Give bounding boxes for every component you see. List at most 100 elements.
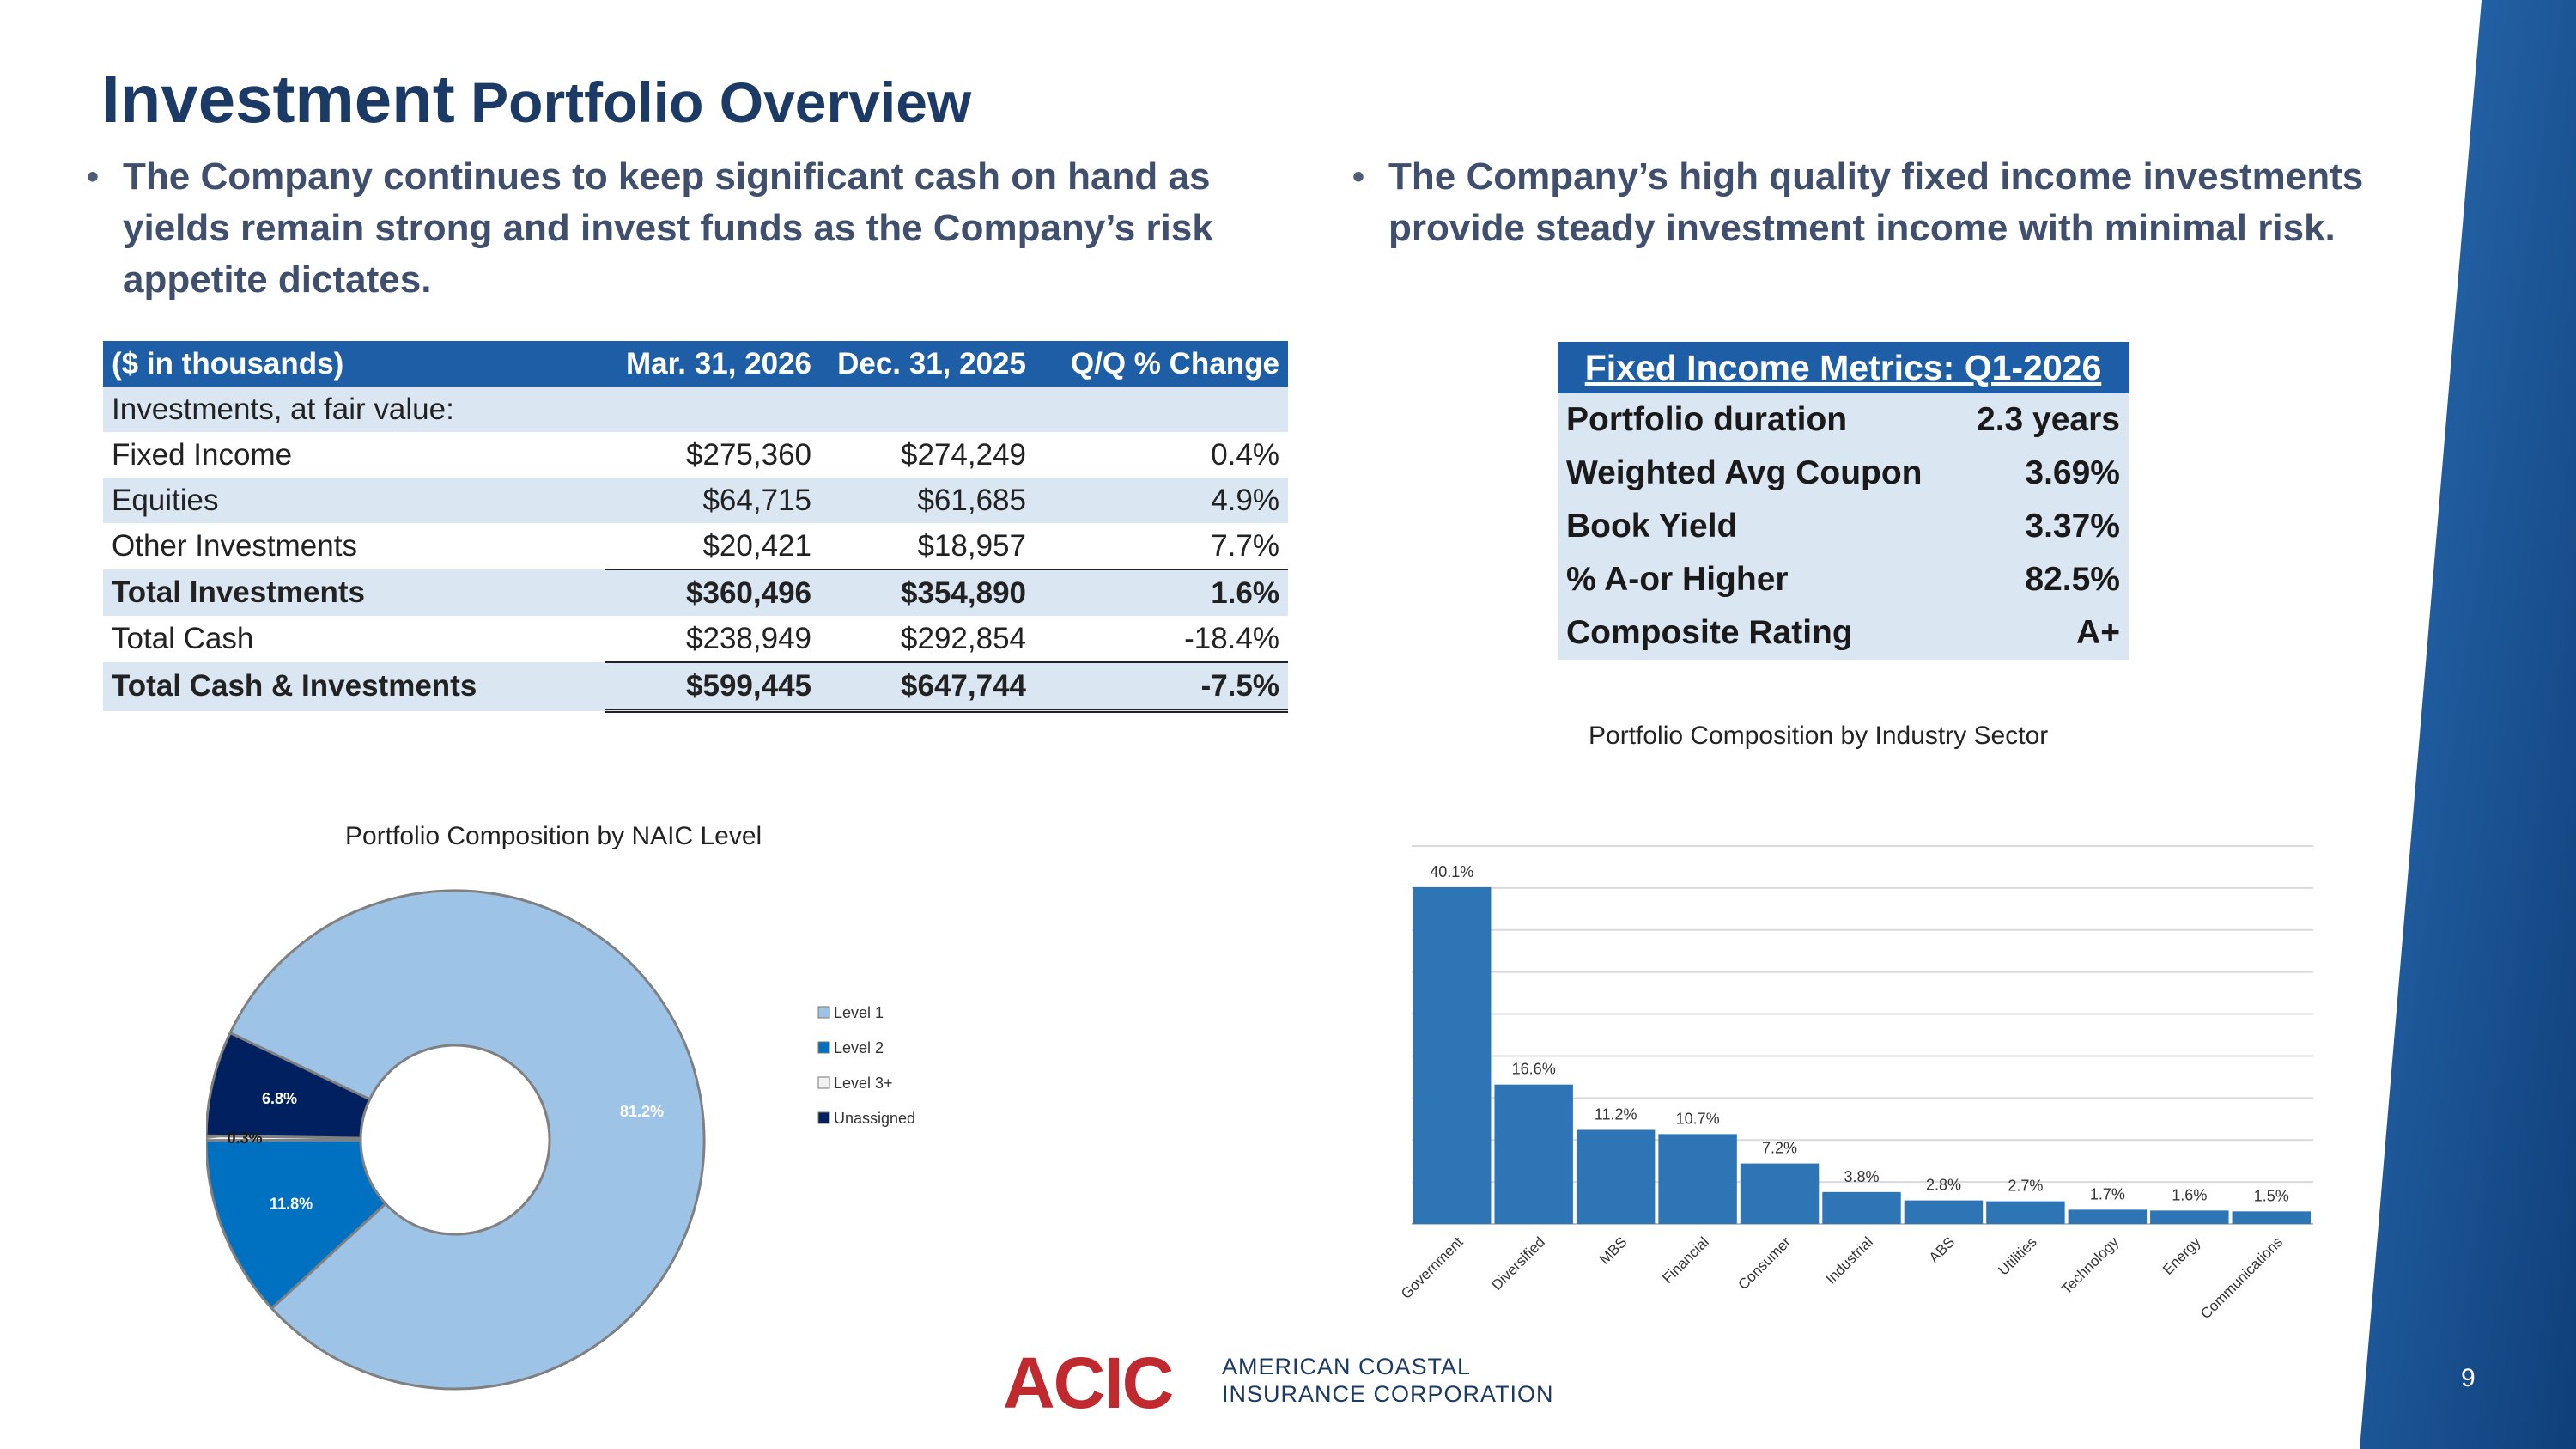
bar-data-label: 11.2%: [1595, 1105, 1637, 1123]
row-dec: $647,744: [820, 661, 1035, 713]
company-name: AMERICAN COASTAL INSURANCE CORPORATION: [1222, 1353, 1554, 1408]
bar-industrial: [1822, 1191, 1901, 1224]
row-mar: $64,715: [605, 478, 820, 523]
bar-data-label: 3.8%: [1844, 1168, 1879, 1185]
x-tick-label: Energy: [2160, 1233, 2204, 1278]
naic-donut-chart: 81.2% 11.8% 0.3% 6.8% Level 1 Level 2 Level 3+…: [206, 889, 915, 1391]
table-section-row: Investments, at fair value:: [103, 387, 1288, 432]
metrics-row: % A-or Higher 82.5%: [1558, 553, 2129, 606]
row-dec: $61,685: [820, 478, 1035, 523]
row-mar: $238,949: [686, 621, 811, 655]
page-title-part1: Investment: [101, 61, 455, 137]
donut-chart-title: Portfolio Composition by NAIC Level: [345, 822, 762, 850]
fixed-income-metrics-table: Fixed Income Metrics: Q1-2026 Portfolio …: [1558, 342, 2129, 660]
row-change: 1.6%: [1035, 569, 1288, 616]
row-change: -18.4%: [1184, 621, 1279, 655]
bullet-right-text: The Company’s high quality fixed income …: [1388, 155, 2364, 249]
investments-table: ($ in thousands) Mar. 31, 2026 Dec. 31, …: [103, 341, 1288, 713]
bar-utilities: [1986, 1201, 2065, 1224]
table-row-total-cash-investments: Total Cash & Investments $599,445 $647,7…: [103, 661, 1288, 713]
x-tick-label: Diversified: [1488, 1233, 1548, 1294]
bar-data-label: 1.6%: [2172, 1186, 2207, 1203]
row-label: Other Investments: [112, 529, 357, 563]
donut-data-label: 0.3%: [227, 1129, 262, 1147]
bar-data-label: 10.7%: [1676, 1110, 1720, 1127]
metric-value: 3.37%: [2025, 508, 2120, 545]
header-mar: Mar. 31, 2026: [605, 341, 820, 387]
metric-value: A+: [2076, 614, 2120, 651]
table-row: Fixed Income $275,360 $274,249 0.4%: [103, 432, 1288, 478]
bullet-right: • The Company’s high quality fixed incom…: [1352, 151, 2419, 254]
bar-technology: [2068, 1209, 2148, 1224]
donut-data-label: 11.8%: [270, 1196, 313, 1213]
metric-value: 3.69%: [2025, 454, 2120, 491]
acic-logo: ACIC: [1003, 1342, 1174, 1423]
header-dec: Dec. 31, 2025: [820, 341, 1035, 387]
sector-bar-chart: 40.1% Government 16.6% Diversified 11.2% MBS 1…: [1398, 845, 2313, 1322]
metrics-row: Portfolio duration 2.3 years: [1558, 393, 2129, 447]
metric-label: Composite Rating: [1566, 614, 1853, 651]
bullet-left: • The Company continues to keep signific…: [87, 151, 1325, 306]
row-label: Equities: [103, 478, 605, 523]
donut-data-label: 81.2%: [620, 1103, 664, 1120]
legend-swatch: [817, 1076, 830, 1089]
section-label: Investments, at fair value:: [103, 387, 605, 432]
x-tick-label: Government: [1398, 1233, 1467, 1302]
row-dec: $292,854: [901, 621, 1026, 655]
metrics-title: Fixed Income Metrics: Q1-2026: [1558, 342, 2129, 393]
x-tick-label: Industrial: [1823, 1233, 1876, 1287]
bar-abs: [1904, 1200, 1984, 1224]
metrics-row: Composite Rating A+: [1558, 606, 2129, 660]
row-change: -7.5%: [1035, 661, 1288, 713]
bar-data-label: 7.2%: [1762, 1140, 1797, 1157]
table-row: Other Investments $20,421 $18,957 7.7%: [103, 523, 1288, 569]
bar-financial: [1658, 1134, 1737, 1224]
row-dec: $274,249: [901, 437, 1026, 472]
row-dec: $354,890: [820, 569, 1035, 616]
bar-government: [1413, 886, 1492, 1224]
bar-diversified: [1494, 1084, 1573, 1224]
x-tick-label: ABS: [1926, 1233, 1958, 1265]
row-label: Total Investments: [103, 569, 605, 616]
x-tick-label: Utilities: [1996, 1233, 2040, 1278]
legend-label: Level 1: [834, 1004, 884, 1021]
bullet-marker: •: [87, 158, 100, 196]
row-change: 0.4%: [1211, 437, 1279, 472]
metric-value: 2.3 years: [1977, 401, 2120, 438]
row-change: 7.7%: [1211, 528, 1279, 563]
table-row: Equities $64,715 $61,685 4.9%: [103, 478, 1288, 523]
bar-energy: [2150, 1210, 2229, 1224]
bar-data-label: 2.7%: [2008, 1178, 2043, 1195]
donut-data-label: 6.8%: [262, 1090, 297, 1107]
x-tick-label: Communications: [2197, 1233, 2286, 1322]
bar-data-label: 40.1%: [1430, 863, 1473, 880]
page-title: Investment Portfolio Overview: [101, 60, 971, 138]
legend-label: Unassigned: [834, 1110, 915, 1127]
metric-label: Book Yield: [1566, 508, 1738, 545]
bar-data-label: 2.8%: [1926, 1177, 1961, 1194]
bullet-marker: •: [1352, 158, 1365, 196]
bar-data-label: 1.5%: [2254, 1187, 2289, 1204]
x-tick-label: Technology: [2058, 1233, 2123, 1298]
metric-label: Weighted Avg Coupon: [1566, 454, 1923, 491]
table-row: Total Cash $238,949 $292,854 -18.4%: [103, 616, 1288, 662]
row-mar: $20,421: [702, 528, 811, 563]
bar-data-label: 16.6%: [1512, 1061, 1556, 1078]
metric-value: 82.5%: [2025, 561, 2120, 598]
legend-swatch: [817, 1041, 830, 1054]
bar-communications: [2232, 1211, 2311, 1224]
legend-swatch: [817, 1006, 830, 1019]
header-unit: ($ in thousands): [103, 341, 605, 387]
bar-chart-title: Portfolio Composition by Industry Sector: [1589, 721, 2049, 750]
legend-swatch: [817, 1111, 830, 1124]
bar-consumer: [1740, 1163, 1820, 1224]
donut-leader-line: [206, 1135, 222, 1139]
row-change: 4.9%: [1035, 478, 1288, 523]
row-mar: $599,445: [605, 661, 820, 713]
legend-label: Level 3+: [834, 1075, 893, 1092]
metric-label: % A-or Higher: [1566, 561, 1789, 598]
bar-data-label: 1.7%: [2090, 1185, 2125, 1202]
metrics-row: Weighted Avg Coupon 3.69%: [1558, 447, 2129, 500]
bar-mbs: [1576, 1129, 1656, 1224]
legend-label: Level 2: [834, 1039, 884, 1056]
